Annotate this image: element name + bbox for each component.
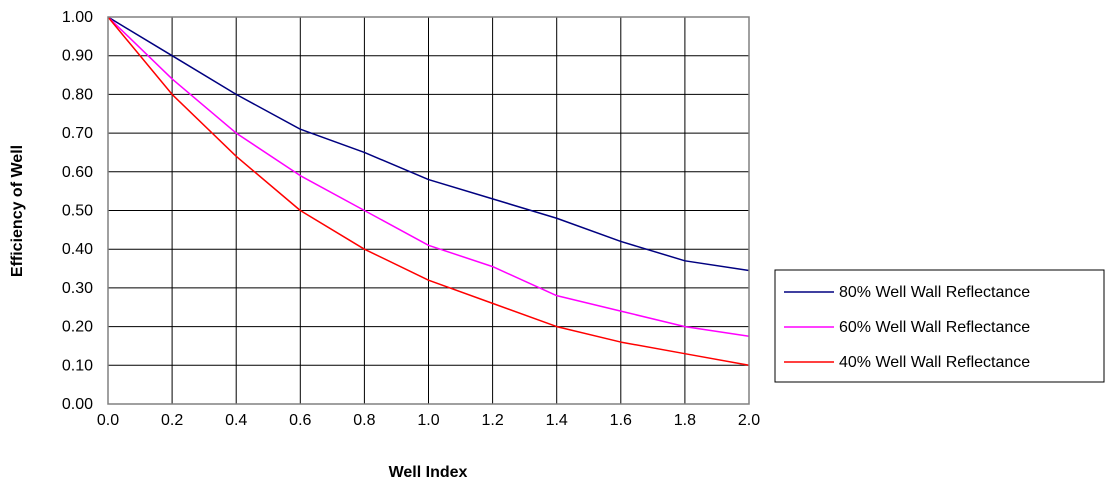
legend: 80% Well Wall Reflectance 60% Well Wall R…: [774, 269, 1105, 383]
y-tick-label: 0.40: [62, 241, 93, 258]
x-tick-label: 1.4: [546, 412, 568, 429]
x-tick-label: 0.0: [97, 412, 119, 429]
x-tick-label: 0.6: [289, 412, 311, 429]
x-tick-label: 1.6: [610, 412, 632, 429]
y-tick-label: 0.50: [62, 203, 93, 220]
x-tick-label: 1.8: [674, 412, 696, 429]
legend-label-2: 60% Well Wall Reflectance: [839, 319, 1030, 336]
legend-label-1: 80% Well Wall Reflectance: [839, 284, 1030, 301]
x-tick-label: 2.0: [738, 412, 760, 429]
y-tick-label: 0.20: [62, 319, 93, 336]
x-tick-label: 1.2: [481, 412, 503, 429]
y-axis-title: Efficiency of Well: [9, 145, 26, 277]
x-tick-label: 0.8: [353, 412, 375, 429]
series-lines: [107, 16, 750, 367]
y-tick-label: 0.30: [62, 280, 93, 297]
legend-label-3: 40% Well Wall Reflectance: [839, 354, 1030, 371]
y-tick-label: 1.00: [62, 9, 93, 26]
y-tick-label: 0.10: [62, 357, 93, 374]
y-axis-tick-labels: 0.00 0.10 0.20 0.30 0.40 0.50 0.60 0.70 0.80 0.90…: [62, 9, 93, 413]
series-line-1: [107, 16, 750, 272]
x-tick-label: 0.2: [161, 412, 183, 429]
y-tick-label: 0.60: [62, 164, 93, 181]
plot-area-border: [107, 16, 750, 405]
x-tick-label: 0.4: [225, 412, 247, 429]
series-line-2: [107, 16, 750, 338]
y-tick-label: 0.80: [62, 86, 93, 103]
x-tick-label: 1.0: [417, 412, 439, 429]
y-tick-label: 0.00: [62, 396, 93, 413]
series-line-3: [107, 16, 750, 367]
y-tick-label: 0.90: [62, 48, 93, 65]
y-tick-label: 0.70: [62, 125, 93, 142]
x-axis-title: Well Index: [389, 464, 468, 481]
legend-box: [774, 269, 1105, 383]
x-axis-tick-labels: 0.0 0.2 0.4 0.6 0.8 1.0 1.2 1.4 1.6 1.8 2.0: [97, 412, 760, 429]
